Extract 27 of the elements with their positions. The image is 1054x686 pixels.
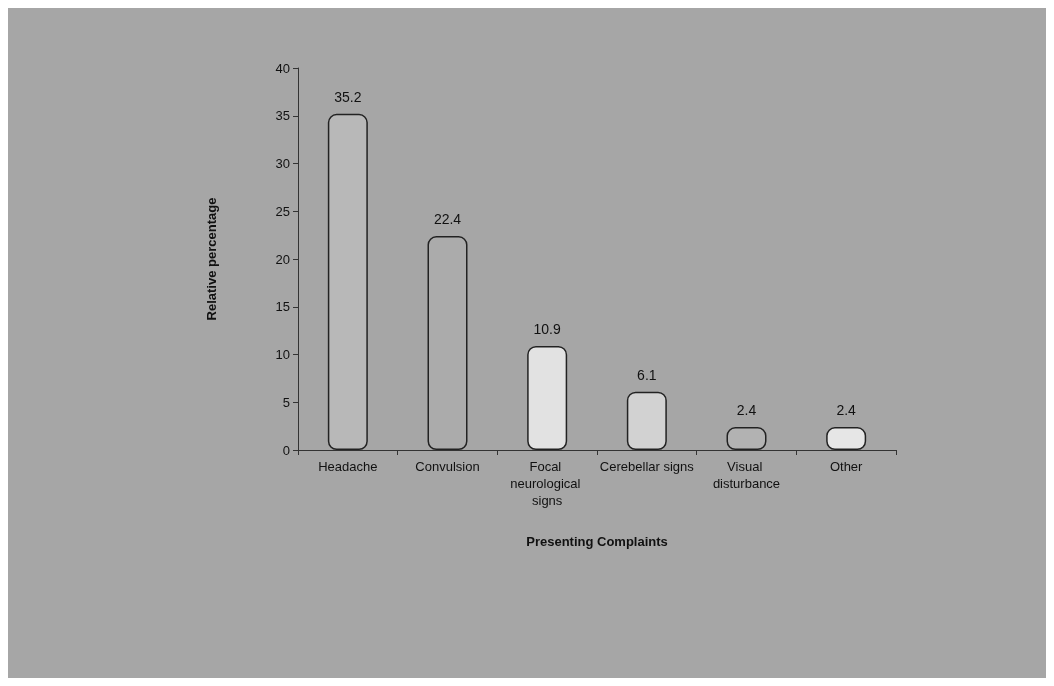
x-tick-label: Headache <box>318 459 378 474</box>
bar <box>427 236 468 450</box>
data-label: 22.4 <box>433 211 462 228</box>
data-label: 10.9 <box>533 320 561 337</box>
bar <box>626 391 667 450</box>
y-tick-label: 5 <box>282 394 290 410</box>
data-label: 2.4 <box>836 402 857 419</box>
y-axis-title: Relative percentage <box>204 197 219 321</box>
bar <box>327 113 368 450</box>
data-label: 2.4 <box>736 402 757 419</box>
x-tick-label: Other <box>829 459 864 474</box>
y-tick-label: 15 <box>275 299 290 315</box>
y-tick-label: 10 <box>275 347 290 362</box>
y-tick-label: 30 <box>275 156 290 171</box>
x-axis-title: Presenting Complaints <box>526 534 668 549</box>
x-tick-label: Visual disturbance <box>712 459 781 491</box>
x-tick-label: Cerebellar signs <box>599 459 695 474</box>
x-tick-label: Focal neurological signs <box>510 459 585 508</box>
bar <box>527 345 568 450</box>
y-tick-label: 25 <box>275 203 290 219</box>
y-tick-label: 20 <box>275 251 290 267</box>
data-label: 35.2 <box>334 88 362 105</box>
x-tick-label: Convulsion <box>415 459 480 474</box>
data-label: 6.1 <box>637 366 657 383</box>
y-tick-label: 0 <box>282 442 290 458</box>
y-tick-label: 40 <box>275 60 290 76</box>
y-tick-label: 35 <box>275 108 290 124</box>
